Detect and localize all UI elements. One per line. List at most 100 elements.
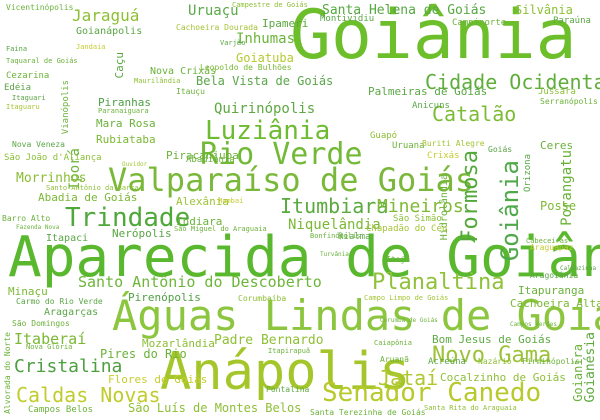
- word-jussara: Jussara: [538, 87, 576, 97]
- word-ouvidor: Ouvidor: [122, 161, 148, 168]
- word-santo-antonio-da-barra: Santo Antônio da Barra: [46, 184, 139, 192]
- word-aguas-lindas-de-goias: Águas Lindas de Goiás: [112, 291, 600, 340]
- word-mozarlandia: Mozarlândia: [142, 337, 215, 350]
- word-caldas-novas: Caldas Novas: [16, 383, 161, 407]
- word-turvania: Turvânia: [320, 251, 349, 258]
- word-mineiros: Mineiros: [377, 196, 464, 217]
- word-quirinopolis: Quirinópolis: [214, 101, 316, 117]
- word-uruacu: Uruaçu: [188, 3, 239, 19]
- word-padre-bernardo: Padre Bernardo: [214, 333, 324, 348]
- word-varjao: Varjão: [220, 39, 246, 47]
- word-bela-vista-de-goias: Bela Vista de Goiás: [196, 74, 334, 88]
- word-rio-verde: Rio Verde: [200, 137, 363, 172]
- word-corumbaiba: São Miguel do Araguaia: [174, 225, 267, 233]
- word-luziania: Luziânia: [205, 116, 331, 146]
- word-mara-rosa: Mara Rosa: [96, 117, 156, 130]
- word-rialma: Rialma: [338, 232, 371, 242]
- word-piracanjuba: Piracanjuba: [166, 149, 239, 162]
- word-nova-veneza: Nova Veneza: [12, 140, 65, 149]
- word-orizona: Orizona: [523, 154, 533, 192]
- word-goianesia: Goianésia: [583, 332, 598, 403]
- word-edeia: Edéia: [4, 83, 32, 93]
- word-taquaral-de-goias: Taquaral de Goiás: [6, 57, 78, 65]
- word-cidade-ocidental: Cidade Ocidental: [425, 70, 600, 94]
- word-aruana: Aruanã: [380, 355, 409, 364]
- word-pires-do-rio: Pires do Rio: [100, 347, 187, 361]
- word-anicuns: Anicuns: [412, 101, 450, 111]
- word-aragoiania: Aragoiânia: [530, 271, 579, 280]
- word-jandaia: Jandaia: [76, 43, 106, 51]
- word-cacu: Caçu: [113, 52, 126, 79]
- word-montividiu: Montividiu: [320, 14, 375, 24]
- word-campos-verdes: Campos Verdes: [510, 321, 557, 328]
- word-porangatu: Porangatu: [559, 150, 575, 226]
- word-ipameri: Ipameri: [262, 17, 309, 30]
- word-goianapolis: Goianápolis: [76, 26, 143, 37]
- word-bonfinopolis: Bonfinópolis: [310, 232, 361, 240]
- word-santa-helena-de-goias: Santa Helena de Goiás: [322, 3, 487, 18]
- word-cachoeira-alta: Cachoeira Alta: [510, 297, 600, 310]
- word-sao-simao: São Simão: [393, 214, 442, 224]
- word-goiania-vertical: Goiânia: [496, 160, 524, 262]
- word-alexania: Alexânia: [176, 195, 229, 208]
- word-palmeiras-de-goias: Palmeiras de Goiás: [368, 85, 488, 98]
- word-goiania: Goiânia: [290, 0, 577, 75]
- word-sao-joao-daliança: São João d'Aliança: [4, 153, 102, 163]
- word-pontalina: Pontalina: [266, 385, 310, 394]
- word-caldazinha: Caldazinha: [560, 265, 597, 272]
- word-abadia-de-goias: Abadia de Goiás: [38, 191, 138, 204]
- word-mambai: Mambaí: [218, 197, 244, 205]
- word-goias: Goiás: [488, 145, 513, 154]
- word-itapirapua: Itapirapuã: [268, 347, 311, 355]
- word-silvania: Silvânia: [515, 3, 573, 17]
- word-morrinhos: Morrinhos: [16, 171, 87, 186]
- word-niquelandia: Niquelândia: [288, 217, 381, 233]
- word-barro-alto: Barro Alto: [2, 214, 51, 223]
- word-corumba-de-goias: Corumbá de Goiás: [380, 317, 438, 324]
- word-leopoldo-de-bulhoes: Leopoldo de Bulhões: [200, 63, 292, 72]
- word-goianira: Goianira: [571, 344, 585, 402]
- word-guapo: Guapó: [370, 131, 398, 141]
- word-nova-gloria: Nova Glória: [26, 343, 73, 351]
- word-anapolis: Anápolis: [160, 342, 411, 402]
- word-itaguaru: Itaguaru: [6, 103, 40, 111]
- word-serranopolis: Serranópolis: [540, 97, 598, 106]
- word-neropolis: Nerópolis: [112, 227, 172, 240]
- word-novo-gama: Novo Gama: [432, 343, 552, 368]
- word-sao-miguel-do-araguaia: Corumbaíba: [238, 294, 287, 303]
- word-vianopolis: Vianópolis: [61, 80, 71, 135]
- word-campinorte: Campinorte: [452, 18, 507, 28]
- word-pirenopolis: Pirenópolis: [128, 291, 201, 304]
- word-cezarina: Cezarina: [6, 71, 50, 81]
- word-indiara: Indiara: [176, 215, 223, 228]
- word-caiaponia: Caiapônia: [374, 339, 412, 347]
- word-aparecida-de-goiania: Aparecida de Goiânia: [8, 225, 600, 290]
- word-ceres: Ceres: [540, 139, 574, 152]
- word-faina: Faina: [6, 45, 28, 53]
- word-catalao: Catalão: [432, 102, 517, 126]
- word-itaja: Itajá: [386, 255, 411, 264]
- word-itaberai: Itaberaí: [14, 330, 87, 348]
- word-goiatuba: Goiatuba: [236, 51, 294, 65]
- word-itapuranga: Itapuranga: [518, 284, 585, 297]
- word-itapaci: Itapaci: [46, 233, 89, 244]
- word-cabeceiras: Cabeceiras: [526, 237, 569, 245]
- word-santa-terezinha-de-goias: Santa Terezinha de Goiás: [310, 408, 426, 417]
- word-nova-crixas: Nova Crixás: [150, 66, 217, 77]
- word-abadiania: Abadiânia: [186, 155, 235, 165]
- word-carmo-do-rio-verde: Carmo do Rio Verde: [16, 297, 103, 306]
- word-inhumas: Inhumas: [236, 31, 296, 47]
- word-itaucu: Itauçu: [176, 87, 205, 96]
- word-cristalina: Cristalina: [14, 356, 123, 377]
- word-santa-rita-do-araguaia: Santa Rita do Araguaia: [424, 404, 517, 412]
- word-nazario: Nazário: [478, 357, 512, 366]
- word-jatai: Jataí: [378, 366, 439, 390]
- word-alvorada-do-norte: Alvorada do Norte: [3, 332, 12, 414]
- word-maurilandia: Maurilândia: [134, 77, 181, 85]
- word-fazenda-nova: Fazenda Nova: [16, 224, 60, 231]
- word-itaguari: Itaguari: [12, 94, 46, 102]
- word-planaltina: Planaltina: [372, 270, 505, 295]
- word-minacu: Minaçu: [8, 285, 48, 298]
- word-bom-jesus-de-goias: Bom Jesus de Goiás: [432, 333, 552, 346]
